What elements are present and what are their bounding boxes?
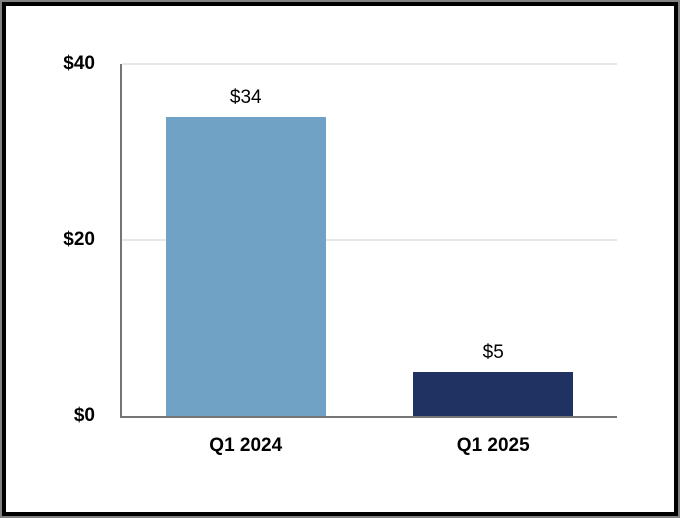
bar-q1-2025 xyxy=(413,372,574,416)
y-axis-tick-label-40: $40 xyxy=(63,53,95,74)
bar-value-label: $5 xyxy=(482,342,504,363)
y-axis-tick-label-20: $20 xyxy=(63,229,95,250)
x-axis-label-q1-2024: Q1 2024 xyxy=(209,435,283,456)
bar-q1-2024 xyxy=(165,116,326,416)
gridline-40 xyxy=(122,63,617,65)
x-axis-label-q1-2025: Q1 2025 xyxy=(456,435,530,456)
y-axis-line xyxy=(120,64,122,418)
x-axis-line xyxy=(120,416,617,418)
y-axis-tick-label-0: $0 xyxy=(73,405,95,426)
bar-chart-plot-area: $34 Q1 2024 $5 Q1 2025 $0 $20 $40 xyxy=(6,6,674,512)
gridline-20 xyxy=(122,239,617,241)
bar-value-label: $34 xyxy=(229,86,262,108)
